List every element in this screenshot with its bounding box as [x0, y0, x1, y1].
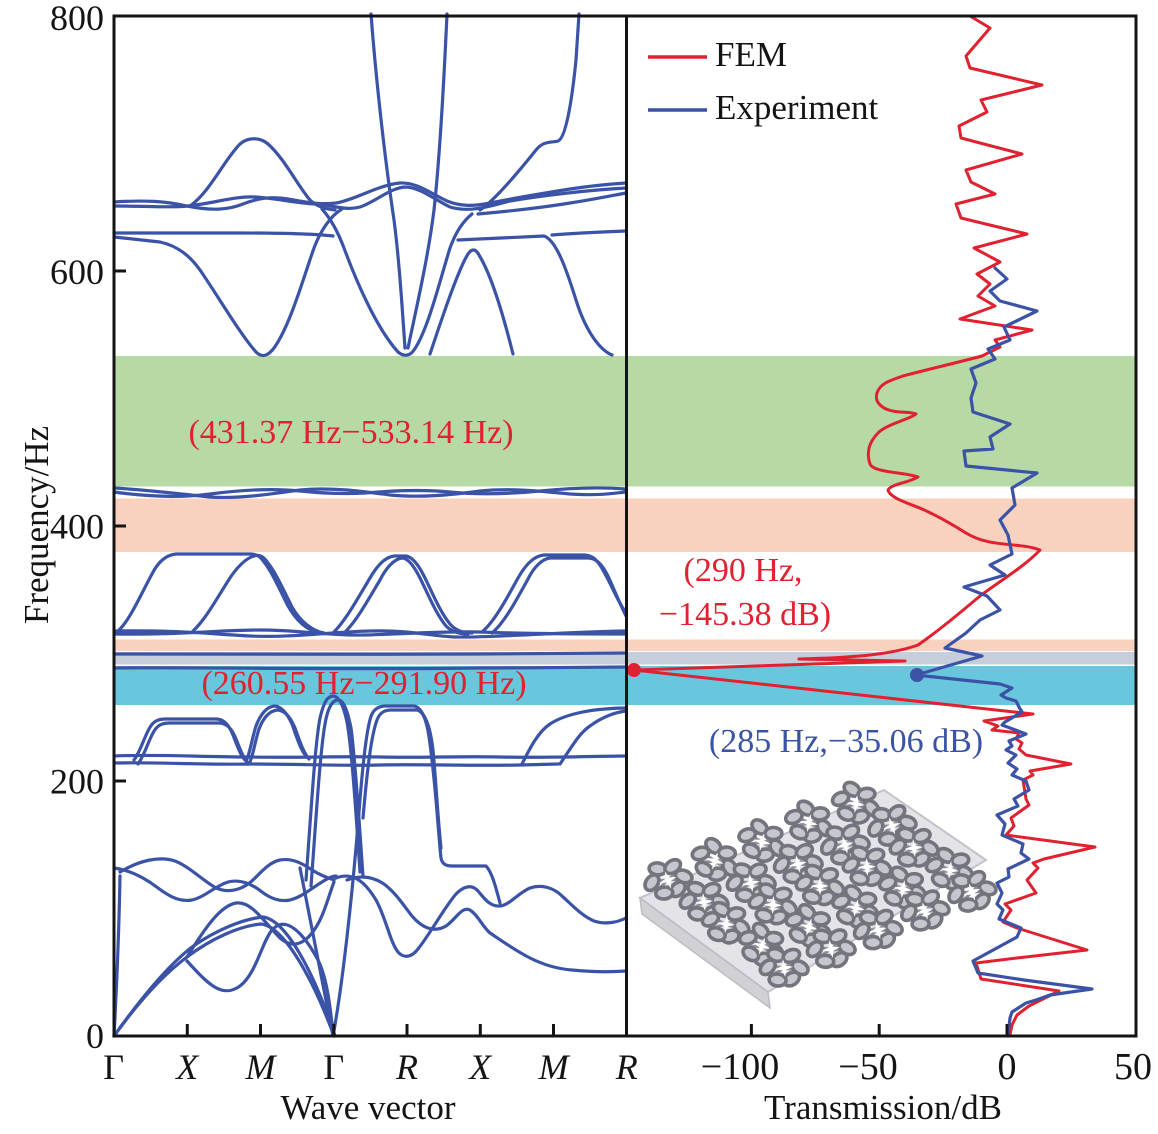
svg-text:Wave vector: Wave vector — [281, 1088, 456, 1127]
svg-text:(260.55 Hz−291.90 Hz): (260.55 Hz−291.90 Hz) — [201, 665, 526, 702]
svg-text:Γ: Γ — [323, 1047, 344, 1087]
svg-text:−100: −100 — [701, 1046, 779, 1088]
svg-text:800: 800 — [50, 0, 104, 38]
svg-text:X: X — [174, 1047, 200, 1087]
svg-text:(431.37 Hz−533.14 Hz): (431.37 Hz−533.14 Hz) — [188, 414, 513, 451]
svg-text:−50: −50 — [838, 1046, 897, 1088]
svg-text:Γ: Γ — [103, 1047, 124, 1087]
svg-text:FEM: FEM — [715, 35, 787, 74]
svg-text:(290 Hz,: (290 Hz, — [684, 552, 803, 589]
svg-text:200: 200 — [50, 761, 104, 801]
svg-text:600: 600 — [50, 252, 104, 292]
svg-text:400: 400 — [50, 507, 104, 547]
svg-text:M: M — [538, 1047, 571, 1087]
svg-text:−145.38 dB): −145.38 dB) — [659, 596, 831, 633]
svg-text:Frequency/Hz: Frequency/Hz — [17, 426, 56, 624]
svg-text:50: 50 — [1114, 1046, 1152, 1088]
svg-text:Experiment: Experiment — [715, 88, 879, 127]
svg-text:X: X — [467, 1047, 493, 1087]
svg-text:Transmission/dB: Transmission/dB — [764, 1088, 1002, 1127]
svg-text:0: 0 — [998, 1046, 1017, 1088]
svg-text:R: R — [615, 1047, 638, 1087]
svg-text:0: 0 — [86, 1016, 104, 1056]
svg-text:R: R — [395, 1047, 418, 1087]
svg-text:(285 Hz,−35.06 dB): (285 Hz,−35.06 dB) — [709, 723, 983, 760]
svg-text:M: M — [245, 1047, 278, 1087]
